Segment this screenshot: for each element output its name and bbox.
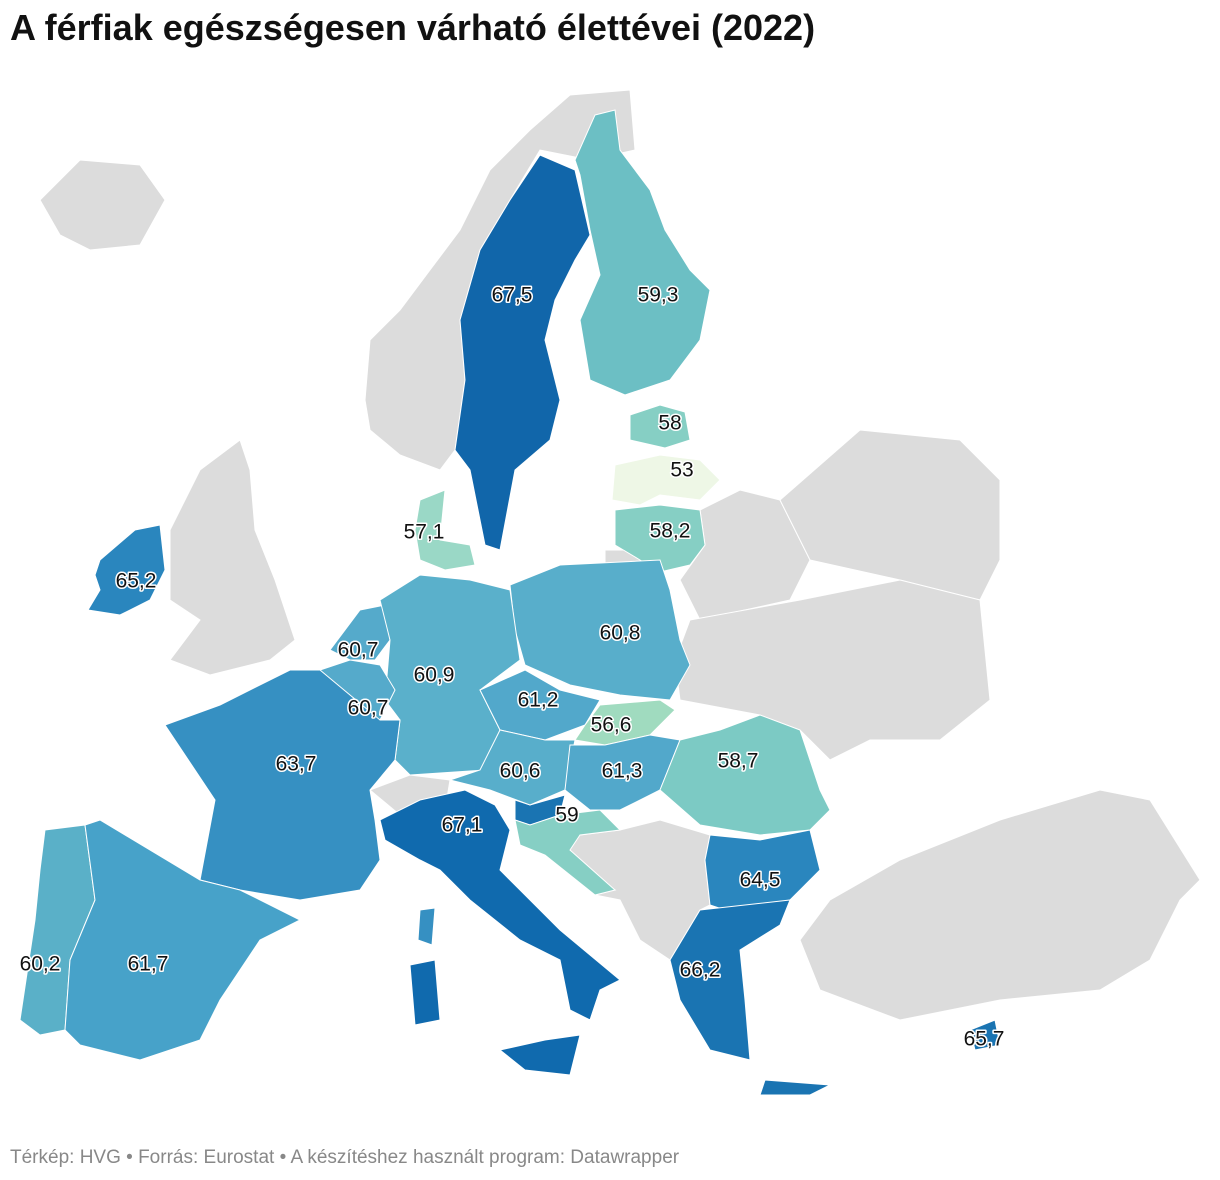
value-label: 56,6 — [591, 714, 632, 737]
region — [379, 789, 621, 1021]
value-label: 60,6 — [500, 760, 541, 783]
region — [164, 669, 401, 901]
value-label: 65,7 — [964, 1028, 1005, 1051]
region — [611, 454, 721, 506]
value-label: 53 — [670, 459, 693, 482]
labels: 67,5 59,3 58 53 58,2 57,1 65,2 60,8 60,7 60,9 60,7… — [18, 282, 1006, 1052]
value-label: 61,7 — [128, 953, 169, 976]
value-label: 57,1 — [404, 521, 445, 544]
value-label: 67,5 — [492, 284, 533, 307]
region — [969, 1019, 1001, 1051]
value-label: 60,8 — [600, 622, 641, 645]
country-shape — [799, 789, 1201, 1021]
region — [759, 1079, 832, 1096]
region — [409, 959, 441, 1026]
non-data-countries — [39, 89, 1201, 1021]
regions — [19, 109, 1001, 1096]
region — [498, 1034, 581, 1076]
region — [87, 524, 166, 616]
region — [514, 809, 622, 896]
value-label: 58 — [658, 412, 681, 435]
region — [414, 489, 476, 571]
region — [417, 907, 436, 946]
country-shape — [543, 819, 711, 961]
value-label: 60,9 — [414, 664, 455, 687]
chart-title: A férfiak egészségesen várható élettévei… — [10, 7, 815, 48]
region — [659, 714, 831, 836]
value-label: 65,2 — [116, 570, 157, 593]
region — [629, 404, 691, 449]
region — [574, 699, 676, 746]
region — [574, 109, 711, 396]
value-label: 66,2 — [680, 959, 721, 982]
country-shape — [674, 579, 991, 761]
country-shape — [779, 429, 1001, 601]
country-shape — [39, 159, 166, 251]
value-label: 64,5 — [740, 869, 781, 892]
value-label: 58,7 — [718, 750, 759, 773]
footer: Térkép: HVG • Forrás: Eurostat • A készí… — [10, 1147, 680, 1168]
value-label: 61,3 — [602, 760, 643, 783]
region — [64, 819, 302, 1061]
region — [614, 504, 706, 573]
value-label: 59,3 — [638, 284, 679, 307]
region — [509, 559, 691, 701]
value-label: 58,2 — [650, 520, 691, 543]
value-label: 60,2 — [20, 953, 61, 976]
value-label: 60,7 — [348, 697, 389, 720]
value-label: 60,7 — [338, 639, 379, 662]
region — [448, 729, 576, 806]
value-label: 59 — [555, 804, 578, 827]
value-label: 61,2 — [518, 689, 559, 712]
country-shape — [169, 439, 296, 676]
region — [454, 154, 591, 551]
value-label: 63,7 — [276, 753, 317, 776]
value-label: 67,1 — [442, 814, 483, 837]
region — [669, 899, 791, 1061]
